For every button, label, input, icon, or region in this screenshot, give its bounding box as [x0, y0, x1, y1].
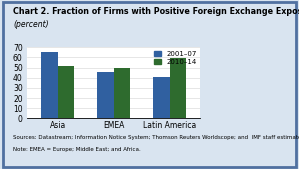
Bar — [170, 58, 186, 118]
Legend: 2001–07, 2010–14: 2001–07, 2010–14 — [154, 51, 197, 65]
Text: (percent): (percent) — [13, 20, 49, 29]
Text: Note: EMEA = Europe; Middle East; and Africa.: Note: EMEA = Europe; Middle East; and Af… — [13, 147, 141, 152]
Text: Chart 2. Fraction of Firms with Positive Foreign Exchange Exposure by Region: Chart 2. Fraction of Firms with Positive… — [13, 7, 299, 16]
Bar — [58, 66, 74, 118]
Bar — [41, 52, 58, 118]
Bar — [97, 72, 114, 118]
Text: Sources: Datastream; Information Notice System; Thomson Reuters Worldscope; and : Sources: Datastream; Information Notice … — [13, 135, 299, 140]
Bar — [114, 68, 130, 118]
Bar — [153, 77, 170, 118]
